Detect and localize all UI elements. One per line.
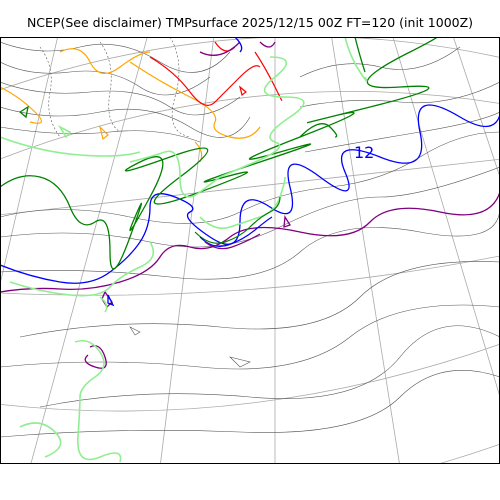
map-title: NCEP(See disclaimer) TMPsurface 2025/12/… [26,15,474,30]
map-background [0,37,500,464]
graticule [0,37,500,464]
longitude-line [452,37,500,179]
longitude-line [0,37,59,286]
map-panel: 12 [0,37,500,464]
longitude-line [331,37,400,464]
latitude-line [0,91,500,160]
isotherms-blue [0,37,500,307]
contour-label-12: 12 [354,143,374,162]
longitude-line [392,37,500,398]
latitude-line [0,37,500,91]
isotherms-lightgreen [0,37,368,463]
latitude-line [0,158,500,216]
coastal-isotherm-bundle [194,196,281,250]
latitude-line [0,343,500,412]
longitude-line [30,37,148,464]
latitude-line [436,443,500,464]
latitude-line [0,255,500,296]
